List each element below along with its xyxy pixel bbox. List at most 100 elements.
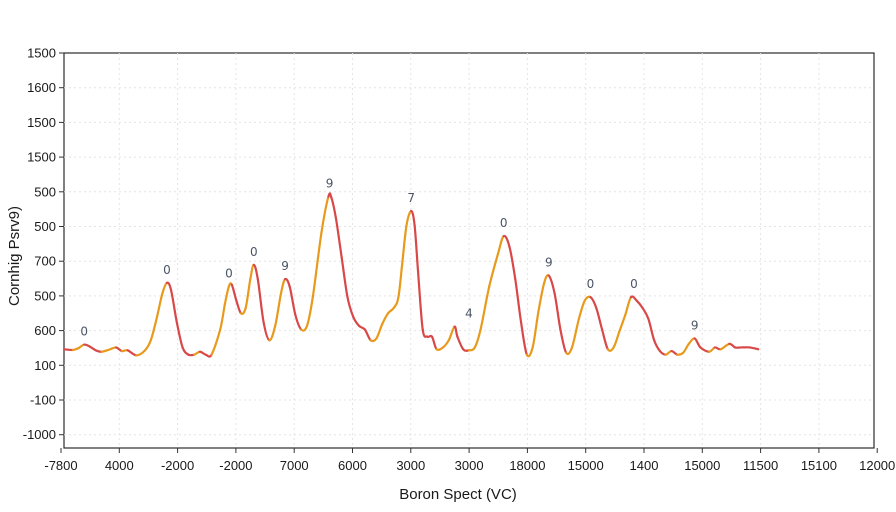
series-segment [570,317,581,349]
y-tick-label: 500 [34,184,56,199]
peak-label: 0 [250,245,258,259]
series-segment [519,321,528,356]
series-segment [488,252,500,288]
y-tick-label: 1500 [27,46,56,61]
series-segment [553,292,562,331]
series-segment [618,314,627,333]
series-segment [155,292,164,320]
x-tick-label: 3000 [455,458,484,473]
peak-label: 0 [630,277,638,291]
series-segment [340,256,349,299]
series-segment [547,274,556,295]
peak-label: 9 [281,259,289,273]
x-axis-title: Boron Spect (VC) [399,486,517,503]
series-segment [230,283,238,302]
y-tick-label: -1000 [23,427,56,442]
series-segment [410,209,416,227]
series-segment [346,296,355,319]
y-tick-label: 600 [34,323,56,338]
series-segment [62,348,74,352]
peak-label: 0 [587,277,595,291]
x-tick-label: -2000 [161,458,194,473]
series-segment [531,310,540,349]
x-tick-label: -2000 [219,458,252,473]
y-tick-label: 500 [34,288,56,303]
grid [64,53,874,448]
peak-label: 9 [545,256,553,270]
series-segment [537,281,546,313]
y-tick-label: 700 [34,254,56,269]
peak-label: 9 [691,318,699,332]
peak-label: 0 [500,216,508,230]
y-axis-title: Cornhig Psrv9) [6,206,23,306]
series-segment [375,323,384,340]
series-segment [143,339,152,352]
series-segment [392,296,400,310]
series-segment [330,196,338,220]
series-segment [311,231,323,299]
x-tick-label: 12000 [859,458,895,473]
x-tick-label: 18000 [509,458,545,473]
series-segment [565,346,574,356]
series-segment [210,328,222,356]
peak-label: 7 [407,191,415,205]
series-segment [149,317,158,342]
series-segment [502,234,511,249]
peak-label: 0 [225,266,233,280]
y-axis-ticks: 1500 1600 1500 1500 500 500 700 500 600 100 -100 -1… [23,46,64,442]
x-tick-label: 15000 [568,458,604,473]
y-tick-label: 1500 [27,115,56,130]
series-segment [641,306,650,320]
series-segment [252,263,259,281]
series-segment [413,224,420,274]
x-tick-label: 3000 [396,458,425,473]
x-tick-label: 4000 [105,458,134,473]
series-segment [416,270,424,331]
series-segment [473,328,482,349]
series-segment [288,285,297,317]
series-segment [175,321,184,349]
series-segment [401,224,408,263]
series-segment [305,296,314,328]
peak-label: 9 [326,177,334,191]
x-axis-ticks: -7800 4000 -2000 -2000 7000 6000 3000 3000 18000… [44,448,895,473]
peak-label: 0 [80,325,88,339]
series-segment [514,278,523,324]
series-segment [268,324,277,342]
series-segment [479,285,491,331]
y-tick-label: 100 [34,358,56,373]
y-tick-label: -100 [30,393,56,408]
series-segment [577,299,586,320]
x-tick-label: 15000 [684,458,720,473]
y-tick-label: 500 [34,219,56,234]
series-segment [239,306,247,315]
series-segment [300,324,309,332]
series-segment [165,281,173,292]
series-segment [397,260,404,299]
series-segment [525,346,534,358]
y-tick-label: 1600 [27,80,56,95]
y-tick-label: 1500 [27,150,56,165]
x-tick-label: 11500 [743,458,778,473]
series-segment [334,217,343,259]
series-segment [748,346,760,351]
x-tick-label: 1400 [630,458,659,473]
series-segment [274,292,283,328]
series-segment [169,288,178,324]
series-line [62,192,760,358]
series-segment [219,303,226,331]
peak-labels: 0 0 0 0 9 9 7 4 0 9 0 0 9 [80,177,698,339]
series-segment [283,277,291,288]
x-tick-label: 7000 [280,458,309,473]
series-segment [647,317,656,342]
x-tick-label: -7800 [44,458,77,473]
series-segment [320,195,330,234]
series-segment [508,245,517,281]
series-segment [244,278,252,310]
x-tick-label: 6000 [338,458,367,473]
series-segment [595,306,604,331]
x-tick-label: 15100 [801,458,837,473]
series-segment [589,296,598,310]
peak-label: 0 [163,263,171,277]
